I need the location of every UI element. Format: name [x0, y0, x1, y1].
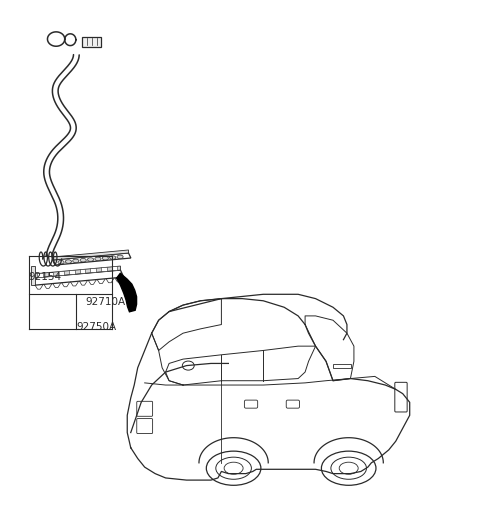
Text: 92154: 92154 — [29, 272, 62, 281]
Ellipse shape — [80, 259, 86, 262]
Bar — [80, 269, 85, 273]
Ellipse shape — [58, 261, 64, 264]
Ellipse shape — [182, 361, 194, 370]
FancyBboxPatch shape — [244, 400, 258, 408]
Polygon shape — [53, 250, 129, 260]
FancyBboxPatch shape — [137, 419, 153, 433]
Ellipse shape — [87, 258, 94, 261]
Bar — [101, 267, 107, 271]
Bar — [59, 271, 64, 275]
Ellipse shape — [109, 256, 116, 259]
Bar — [112, 266, 118, 270]
Text: 92710A: 92710A — [86, 297, 126, 307]
Ellipse shape — [322, 451, 376, 485]
Ellipse shape — [95, 257, 101, 261]
Bar — [37, 273, 43, 277]
Ellipse shape — [117, 255, 123, 259]
Ellipse shape — [72, 259, 79, 263]
Polygon shape — [117, 273, 137, 312]
Ellipse shape — [65, 260, 72, 263]
Bar — [333, 364, 351, 368]
Ellipse shape — [331, 457, 366, 479]
Bar — [69, 270, 75, 274]
FancyBboxPatch shape — [395, 383, 407, 412]
Ellipse shape — [224, 462, 243, 474]
Bar — [90, 268, 96, 272]
Ellipse shape — [339, 462, 358, 474]
Text: 92750A: 92750A — [76, 322, 117, 332]
Bar — [48, 272, 53, 276]
Ellipse shape — [216, 457, 252, 479]
Polygon shape — [31, 270, 124, 285]
Ellipse shape — [206, 451, 261, 485]
Polygon shape — [53, 253, 131, 265]
FancyBboxPatch shape — [137, 401, 153, 416]
FancyBboxPatch shape — [286, 400, 300, 408]
Polygon shape — [31, 266, 35, 285]
Bar — [83, 37, 101, 47]
Polygon shape — [31, 266, 120, 278]
Ellipse shape — [102, 257, 108, 260]
